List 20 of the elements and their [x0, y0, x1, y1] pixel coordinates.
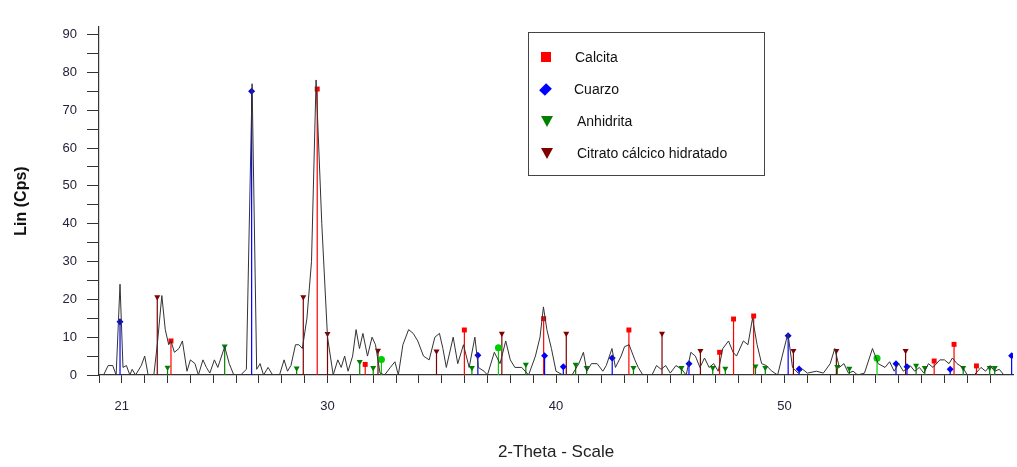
y-tick-label: 0 [69, 366, 77, 382]
y-axis-title: Lin (Cps) [12, 166, 30, 236]
y-tick-label: 60 [62, 139, 77, 155]
y-tick-label: 30 [62, 253, 77, 269]
x-axis-title: 2-Theta - Scale [497, 442, 615, 462]
y-tick-label: 90 [62, 26, 77, 42]
x-tick-label: 21 [114, 398, 130, 414]
x-tick-label: 40 [548, 398, 564, 414]
y-tick-label: 20 [62, 290, 77, 306]
legend-label: Citrato cálcico hidratado [577, 145, 728, 161]
y-tick-label: 80 [62, 63, 77, 79]
legend-label: Cuarzo [574, 81, 620, 97]
y-tick-label: 50 [62, 177, 77, 193]
x-tick-label: 30 [320, 398, 335, 414]
y-tick-label: 70 [62, 101, 77, 117]
legend-label: Calcita [575, 49, 618, 65]
x-tick-label: 50 [777, 398, 792, 414]
y-tick-label: 40 [62, 215, 77, 231]
y-tick-label: 10 [62, 328, 77, 344]
legend-label: Anhidrita [577, 113, 633, 129]
